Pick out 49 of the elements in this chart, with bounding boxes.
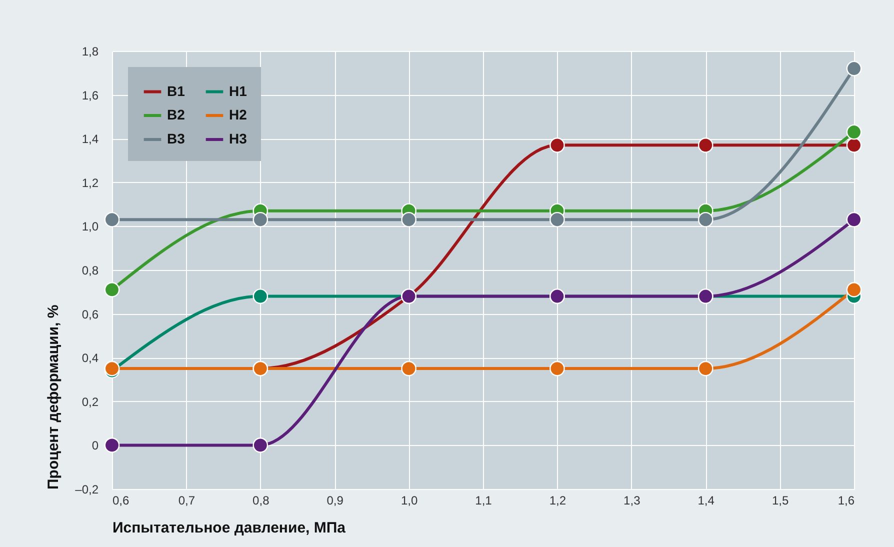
x-tick-label: 1,4 (698, 494, 715, 508)
point (550, 360, 565, 376)
point (252, 288, 268, 304)
point (846, 282, 862, 298)
y-tick-label: 0 (92, 438, 99, 453)
x-tick-label: 1,2 (549, 494, 566, 508)
point (252, 438, 268, 453)
point (550, 212, 565, 228)
point (104, 282, 120, 298)
point (698, 212, 714, 228)
x-tick-label: 0,8 (252, 494, 270, 508)
legend-label: Н2 (229, 106, 248, 122)
y-tick-label: –0,2 (75, 482, 99, 496)
point (846, 212, 862, 228)
y-tick-label: 1,8 (82, 44, 99, 58)
legend-label: В3 (167, 130, 186, 146)
legend-label: Н1 (229, 82, 248, 99)
x-tick-label: 1,1 (475, 494, 492, 508)
point (846, 124, 862, 140)
x-tick-label: 0,7 (178, 494, 196, 508)
legend-label: Н3 (229, 130, 248, 146)
point (698, 360, 714, 376)
point (401, 212, 416, 228)
y-tick-label: 1,2 (82, 176, 99, 190)
point (104, 438, 120, 453)
point (846, 138, 862, 153)
y-axis-title: Процент деформации, % (45, 304, 62, 490)
point (252, 212, 268, 228)
legend-label: В2 (167, 106, 186, 122)
x-tick-label: 1,6 (838, 494, 855, 508)
point (698, 138, 714, 153)
point (550, 138, 565, 153)
y-tick-label: 1,4 (82, 132, 99, 146)
legend-label: В1 (167, 82, 186, 99)
y-tick-label: 1,0 (82, 220, 99, 234)
y-tick-label: 0,6 (82, 307, 99, 322)
x-tick-label: 1,0 (400, 494, 418, 508)
x-tick-label: 1,5 (772, 494, 789, 508)
point (401, 360, 416, 376)
y-tick-label: 0,8 (82, 264, 99, 278)
y-tick-label: 1,6 (82, 88, 99, 102)
y-tick-label: 0,4 (82, 351, 99, 366)
point (846, 60, 862, 76)
x-tick-label: 0,9 (326, 494, 344, 508)
x-axis-title: Испытательное давление, МПа (112, 520, 346, 536)
y-tick-label: 0,2 (82, 394, 99, 409)
x-tick-label: 1,3 (624, 494, 641, 508)
point (104, 212, 120, 228)
x-tick-label: 0,6 (112, 494, 130, 508)
